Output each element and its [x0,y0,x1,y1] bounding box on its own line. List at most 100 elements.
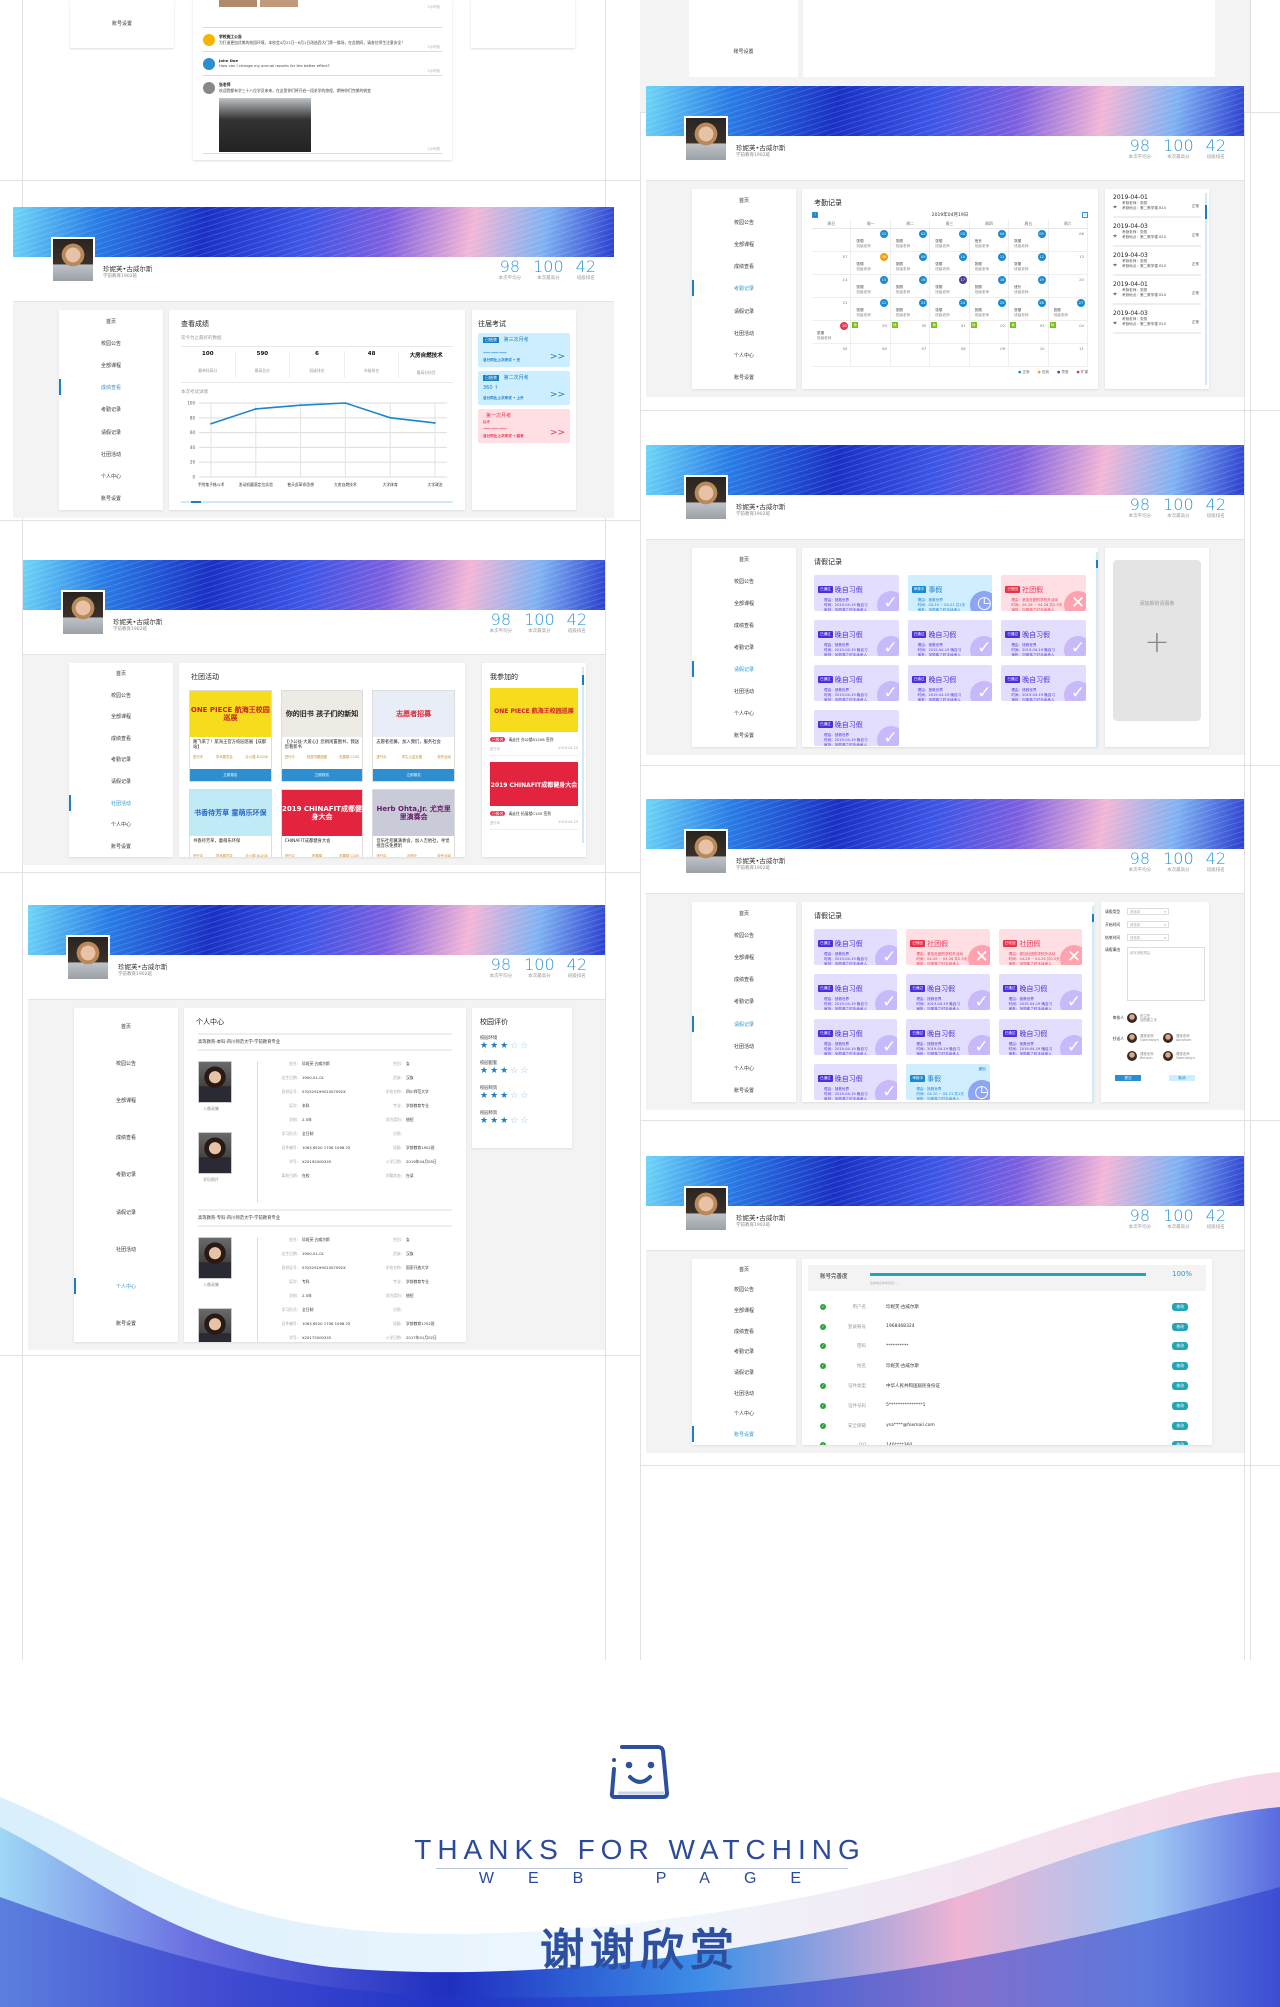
signup-button[interactable]: 立即报名 [373,769,454,781]
star-filled-icon[interactable]: ★ [500,1066,511,1076]
edit-button[interactable]: 修改 [1172,1441,1188,1445]
attendance-record[interactable]: 2019-04-03 ⌖ 考勤老师：张丽 考勤地点：第二教学楼 B10 正常 [1113,247,1201,276]
sidebar-item[interactable]: 个人中心 [100,474,121,481]
edit-button[interactable]: 修改 [1172,1382,1188,1391]
sidebar-item[interactable]: 成绩查看 [733,977,754,984]
avatar[interactable] [684,475,728,521]
club-card[interactable]: ONE PIECE 航海王校园巡展 路飞来了！航海王官方校园巡展【成都站】 进行中 学… [189,690,272,782]
sidebar-item[interactable]: 考勤记录 [115,1172,136,1179]
past-exam-card[interactable]: 已结束 第三次月考 ——— 总分同比上次考试 • 无 >> [478,333,570,367]
calendar-day[interactable]: 06 [1048,229,1088,252]
sidebar-item[interactable]: 考勤记录 [733,644,754,651]
star-empty-icon[interactable]: ☆ [520,1116,531,1126]
chevron-right-icon[interactable]: >> [549,428,565,438]
leave-card[interactable]: 已通过 晚自习假 理由：拯救世界 时间：2019-04-19 晚自习 审批：加丽弗… [906,1019,990,1055]
cc-person[interactable]: 课堂老师 Benson [1127,1051,1159,1061]
select-dropdown[interactable]: 请选择 ▾ [1127,921,1169,928]
edit-button[interactable]: 修改 [1172,1401,1188,1410]
day-number-marker[interactable]: 23 [919,299,928,307]
star-filled-icon[interactable]: ★ [480,1116,491,1126]
calendar-day[interactable]: 休 03 [1009,321,1049,344]
leave-card[interactable]: 已驳回 社团假 理由：参加社团的学校外活动 时间：04-26 ~ 04-26 共0… [906,929,990,965]
star-empty-icon[interactable]: ☆ [510,1091,521,1101]
leave-card[interactable]: 已通过 晚自习假 理由：拯救世界 时间：2019-04-19 晚自习 审批：加丽弗… [907,620,993,656]
select-dropdown[interactable]: 请选择 ▾ [1127,934,1169,941]
sidebar-item[interactable]: 全部课程 [733,242,754,249]
leave-card[interactable]: 已通过 晚自习假 理由：拯救世界 时间：2019-04-19 晚自习 审批：加丽弗… [907,665,993,701]
star-filled-icon[interactable]: ★ [480,1041,491,1051]
sidebar-item[interactable]: 首页 [738,1266,749,1273]
star-empty-icon[interactable]: ☆ [510,1041,521,1051]
avatar[interactable] [66,935,110,981]
avatar[interactable] [684,829,728,875]
sidebar-item[interactable]: 请假记录 [692,661,796,678]
calendar-day[interactable]: 14 [812,275,852,298]
cc-person[interactable]: 课堂老师 Gwendolyn [1162,1051,1195,1061]
star-rating[interactable]: ★★★☆☆ [480,1066,564,1077]
calendar-day[interactable]: 15 张丽 班级老师 [851,275,891,298]
sidebar-item[interactable]: 全部课程 [733,1308,754,1315]
calendar-day[interactable]: 11 张丽 班级老师 [969,252,1010,275]
calendar-day[interactable]: 07 [890,344,931,367]
sidebar-item[interactable]: 考勤记录 [733,999,754,1006]
sidebar-item[interactable]: 账号设置 [100,496,121,503]
sidebar-item[interactable]: 账号设置 [733,1088,754,1095]
day-number-marker[interactable]: 26 [1037,299,1046,307]
sidebar-item[interactable]: 首页 [738,910,749,917]
signup-button[interactable]: 立即报名 [281,769,363,781]
calendar-day[interactable]: 03 张丽 班级老师 [930,229,970,252]
leave-card[interactable]: 已通过 晚自习假 理由：拯救世界 时间：2019-04-19 晚自习 审批：加丽弗… [814,974,898,1010]
star-empty-icon[interactable]: ☆ [520,1091,531,1101]
sidebar-item[interactable]: 账号设置 [733,733,754,740]
portrait-photo[interactable] [198,1061,232,1103]
day-number-marker[interactable]: 09 [919,253,928,261]
leave-card[interactable]: 已驳回 社团假 理由：参加社团的学校外活动 时间：04-26 ~ 04-26 共0… [1001,575,1086,611]
day-number-marker[interactable]: 01 [879,230,888,238]
sidebar-item[interactable]: 首页 [738,556,749,563]
cancel-button[interactable]: 取消 [1169,1075,1195,1081]
day-number-marker[interactable]: 08 [879,253,888,261]
calendar-day[interactable]: 休 01 [930,321,970,344]
sidebar-item[interactable]: 全部课程 [100,363,121,370]
calendar-day[interactable]: 05 张丽 班级老师 [1009,229,1049,252]
calendar-day[interactable]: 11 [1048,344,1088,367]
joined-club[interactable]: 2019 CHINAFIT成都健身大会 已报名 请走往 拓展楼C105 签到 进行中 2… [490,762,578,830]
leave-card[interactable]: 已通过 晚自习假 理由：拯救世界 时间：2019-04-19 晚自习 审批：加丽弗… [814,620,899,656]
sidebar-item[interactable]: 首页 [115,671,126,678]
club-card[interactable]: Herb Ohta,Jr. 尤克里里演奏会 音乐社招募演奏会，加入吉他社，寻觉摇音… [372,789,455,857]
next-month-button[interactable]: › [1082,212,1088,218]
calendar-day[interactable]: 25 张丽 班级老师 [969,298,1010,321]
day-number-marker[interactable]: 12 [1037,253,1046,261]
sidebar-item[interactable]: 请假记录 [100,429,121,436]
avatar[interactable] [684,116,728,162]
sidebar-item[interactable]: 个人中心 [733,353,754,360]
sidebar-item[interactable]: 社团活动 [115,1246,136,1253]
calendar-day[interactable]: 16 张丽 班级老师 [890,275,931,298]
star-filled-icon[interactable]: ★ [490,1066,501,1076]
sidebar-item[interactable]: 成绩查看 [115,1135,136,1142]
sidebar-item[interactable]: 全部课程 [733,955,754,962]
past-exam-card[interactable]: 已结束 第二次月考 360 ↑ 总分同比上次考试 • 上升 >> [478,371,570,405]
sidebar-item[interactable]: 账号设置 [692,1426,796,1443]
day-number-marker[interactable]: 04 [998,230,1007,238]
sidebar-item[interactable]: 社团活动 [733,330,754,337]
withdraw-link[interactable]: 撤回 [978,1067,986,1071]
day-number-marker[interactable]: 02 [919,230,928,238]
calendar-day[interactable]: 28 张丽 班级老师 [812,321,852,344]
calendar-day[interactable]: 休 29 [851,321,891,344]
leave-card[interactable]: 已通过 晚自习假 理由：拯救世界 时间：2019-04-19 晚自习 审批：加丽弗… [814,575,899,611]
sidebar-item[interactable]: 全部课程 [110,714,131,721]
calendar-day[interactable]: 24 张丽 班级老师 [930,298,970,321]
leave-card[interactable]: 已通过 晚自习假 理由：拯救世界 时间：2019-04-19 晚自习 审批：加丽弗… [1001,665,1086,701]
leave-card[interactable]: 已通过 晚自习假 理由：拯救世界 时间：2019-04-19 晚自习 审批：加丽弗… [814,1019,898,1055]
leave-card[interactable]: 已通过 晚自习假 理由：拯救世界 时间：2019-04-19 晚自习 审批：加丽弗… [998,974,1082,1010]
calendar-day[interactable]: 02 张丽 班级老师 [890,229,931,252]
edit-button[interactable]: 修改 [1172,1362,1188,1371]
sidebar-item[interactable]: 成绩查看 [110,735,131,742]
calendar-day[interactable]: 08 张丽 班级老师 [851,252,891,275]
sidebar-item[interactable]: 请假记录 [733,308,754,315]
attendance-record[interactable]: 2019-04-01 ⌖ 考勤老师：张丽 考勤地点：第二教学楼 B10 正常 [1113,189,1201,218]
scrollbar[interactable] [1205,193,1207,385]
sidebar-item[interactable]: 账号设置 [115,1320,136,1327]
joined-club[interactable]: ONE PIECE 航海王校园巡展 已报名 请走往 办公楼B1208 签到 进行中 20… [490,688,578,756]
